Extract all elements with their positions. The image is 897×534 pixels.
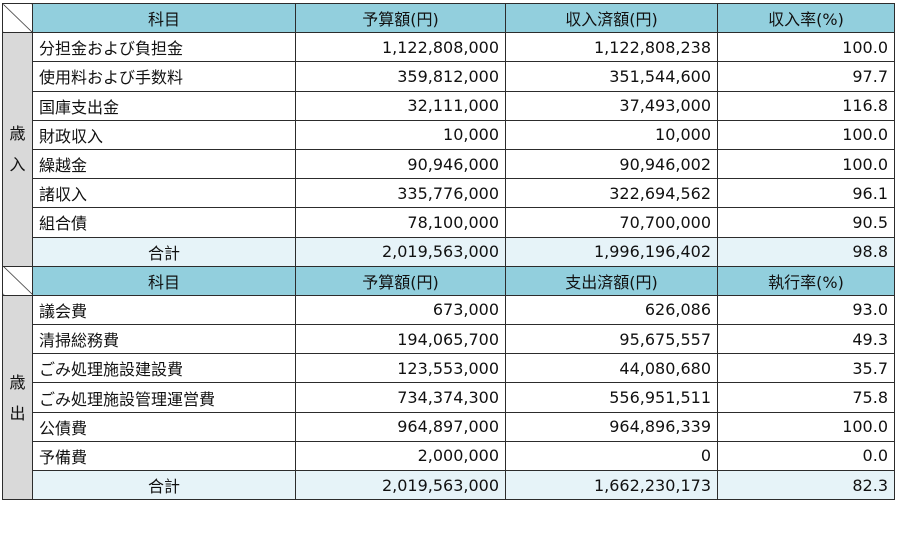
row-rate: 35.7 (717, 353, 895, 384)
row-received: 70,700,000 (505, 207, 718, 238)
expenditure-total-row: 合計 2,019,563,000 1,662,230,173 82.3 (3, 469, 895, 501)
row-rate: 100.0 (717, 411, 895, 442)
row-item: 財政収入 (32, 119, 296, 150)
row-budget: 964,897,000 (295, 411, 506, 442)
expenditure-header-spent: 支出済額(円) (505, 265, 718, 296)
table-row: 諸収入 335,776,000 322,694,562 96.1 (3, 178, 895, 209)
diagonal-corner-cell (2, 265, 33, 296)
expenditure-header-rate: 執行率(%) (717, 265, 895, 296)
table-row: 公債費 964,897,000 964,896,339 100.0 (3, 411, 895, 442)
row-received: 37,493,000 (505, 90, 718, 121)
table-row: 繰越金 90,946,000 90,946,002 100.0 (3, 148, 895, 180)
row-budget: 2,000,000 (295, 440, 506, 472)
section-char: 歳 (9, 372, 26, 392)
row-received: 351,544,600 (505, 61, 718, 92)
row-budget: 123,553,000 (295, 353, 506, 384)
section-char: 歳 (9, 124, 26, 144)
total-label: 合計 (32, 236, 296, 267)
row-budget: 359,812,000 (295, 61, 506, 92)
row-item: 組合債 (32, 207, 296, 238)
row-received: 1,122,808,238 (505, 32, 718, 63)
table-row: ごみ処理施設管理運営費 734,374,300 556,951,511 75.8 (3, 382, 895, 413)
row-rate: 49.3 (717, 324, 895, 355)
row-rate: 93.0 (717, 294, 895, 326)
income-total-row: 合計 2,019,563,000 1,996,196,402 98.8 (3, 236, 895, 267)
total-spent: 1,662,230,173 (505, 469, 718, 501)
table-row: 組合債 78,100,000 70,700,000 90.5 (3, 207, 895, 238)
row-received: 10,000 (505, 119, 718, 150)
row-item: 使用料および手数料 (32, 61, 296, 92)
row-rate: 116.8 (717, 90, 895, 121)
row-spent: 0 (505, 440, 718, 472)
row-budget: 32,111,000 (295, 90, 506, 121)
row-item: 諸収入 (32, 178, 296, 209)
row-received: 322,694,562 (505, 178, 718, 209)
row-rate: 75.8 (717, 382, 895, 413)
row-spent: 95,675,557 (505, 324, 718, 355)
total-received: 1,996,196,402 (505, 236, 718, 267)
row-spent: 626,086 (505, 294, 718, 326)
row-item: ごみ処理施設建設費 (32, 353, 296, 384)
row-budget: 194,065,700 (295, 324, 506, 355)
table-row: 清掃総務費 194,065,700 95,675,557 49.3 (3, 324, 895, 355)
expenditure-header-item: 科目 (32, 265, 296, 296)
diagonal-corner-cell (2, 2, 33, 34)
table-row: 歳 入 分担金および負担金 1,122,808,000 1,122,808,23… (2, 32, 895, 267)
row-budget: 1,122,808,000 (295, 32, 506, 63)
total-budget: 2,019,563,000 (295, 236, 506, 267)
row-received: 90,946,002 (505, 148, 718, 180)
row-item: 分担金および負担金 (32, 32, 296, 63)
table-row: 予備費 2,000,000 0 0.0 (3, 440, 895, 472)
row-rate: 100.0 (717, 148, 895, 180)
table-row: ごみ処理施設建設費 123,553,000 44,080,680 35.7 (3, 353, 895, 384)
expenditure-header-budget: 予算額(円) (295, 265, 506, 296)
row-item: 議会費 (32, 294, 296, 326)
row-item: 繰越金 (32, 148, 296, 180)
table-row: 財政収入 10,000 10,000 100.0 (3, 119, 895, 150)
row-budget: 734,374,300 (295, 382, 506, 413)
row-rate: 97.7 (717, 61, 895, 92)
expenditure-header-row: 科目 予算額(円) 支出済額(円) 執行率(%) (2, 265, 895, 296)
section-char: 入 (9, 155, 26, 175)
row-rate: 96.1 (717, 178, 895, 209)
row-item: 予備費 (32, 440, 296, 472)
table-row: 歳 出 議会費 673,000 626,086 93.0 (2, 294, 895, 501)
row-rate: 90.5 (717, 207, 895, 238)
table-row: 使用料および手数料 359,812,000 351,544,600 97.7 (3, 61, 895, 92)
row-spent: 964,896,339 (505, 411, 718, 442)
income-header-item: 科目 (32, 2, 296, 34)
total-label: 合計 (32, 469, 296, 501)
row-spent: 44,080,680 (505, 353, 718, 384)
row-budget: 335,776,000 (295, 178, 506, 209)
table-row: 国庫支出金 32,111,000 37,493,000 116.8 (3, 90, 895, 121)
row-rate: 100.0 (717, 119, 895, 150)
budget-table: 科目 予算額(円) 収入済額(円) 収入率(%) 歳 入 分担金および負担金 1… (2, 2, 895, 501)
expenditure-section-label: 歳 出 (2, 294, 33, 501)
income-header-received: 収入済額(円) (505, 2, 718, 34)
row-spent: 556,951,511 (505, 382, 718, 413)
row-budget: 673,000 (295, 294, 506, 326)
row-rate: 0.0 (717, 440, 895, 472)
total-budget: 2,019,563,000 (295, 469, 506, 501)
income-header-rate: 収入率(%) (717, 2, 895, 34)
income-section-label: 歳 入 (2, 32, 33, 267)
row-item: 公債費 (32, 411, 296, 442)
income-header-budget: 予算額(円) (295, 2, 506, 34)
total-rate: 98.8 (717, 236, 895, 267)
row-budget: 10,000 (295, 119, 506, 150)
row-item: ごみ処理施設管理運営費 (32, 382, 296, 413)
row-rate: 100.0 (717, 32, 895, 63)
row-budget: 78,100,000 (295, 207, 506, 238)
income-header-row: 科目 予算額(円) 収入済額(円) 収入率(%) (2, 2, 895, 34)
row-item: 清掃総務費 (32, 324, 296, 355)
section-char: 出 (9, 403, 26, 423)
row-item: 国庫支出金 (32, 90, 296, 121)
total-rate: 82.3 (717, 469, 895, 501)
row-budget: 90,946,000 (295, 148, 506, 180)
